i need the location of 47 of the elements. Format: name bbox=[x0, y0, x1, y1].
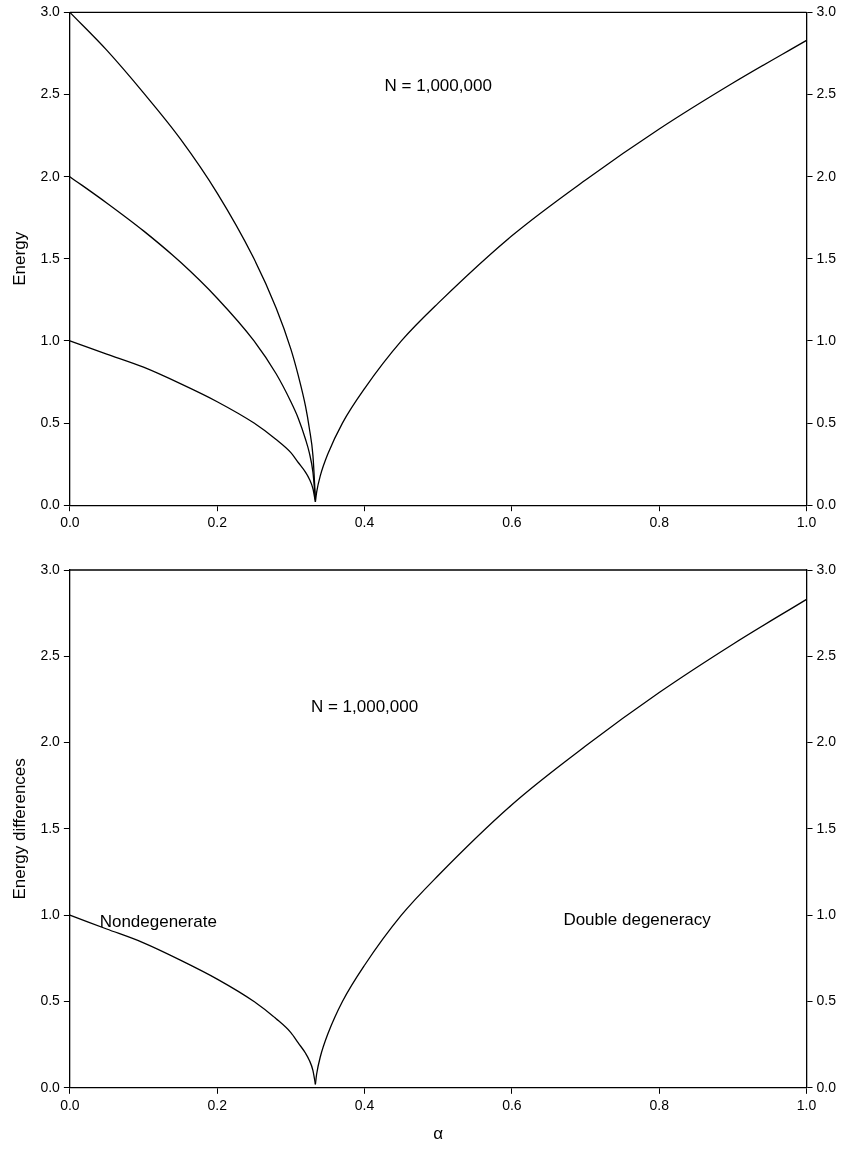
y-tick-label: 1.0 bbox=[40, 331, 61, 348]
y2-tick-label: 1.0 bbox=[816, 906, 837, 923]
y-axis-title: Energy differences bbox=[9, 758, 29, 900]
y-tick-label: 3.0 bbox=[40, 560, 61, 577]
x-tick-label: 0.0 bbox=[60, 514, 80, 531]
y2-tick-label: 2.0 bbox=[816, 733, 837, 750]
annotation: Nondegenerate bbox=[99, 911, 217, 931]
y-tick-label: 0.5 bbox=[40, 992, 61, 1009]
y2-tick-label: 0.5 bbox=[816, 992, 837, 1009]
y2-tick-label: 0.5 bbox=[816, 413, 837, 430]
y2-tick-label: 1.5 bbox=[816, 819, 837, 836]
y-tick-label: 0.0 bbox=[40, 1078, 61, 1095]
y2-tick-label: 3.0 bbox=[816, 3, 837, 20]
y-axis-title: Energy bbox=[9, 231, 29, 286]
annotation: N = 1,000,000 bbox=[384, 76, 492, 96]
x-tick-label: 0.8 bbox=[649, 514, 670, 531]
x-tick-label: 0.4 bbox=[354, 1097, 375, 1114]
x-tick-label: 0.0 bbox=[60, 1097, 80, 1114]
x-tick-label: 0.6 bbox=[502, 1097, 522, 1114]
x-tick-label: 0.8 bbox=[649, 1097, 670, 1114]
annotation: N = 1,000,000 bbox=[310, 696, 419, 716]
y-tick-label: 0.0 bbox=[40, 496, 61, 513]
y-tick-label: 3.0 bbox=[40, 3, 61, 20]
y-tick-label: 1.0 bbox=[40, 906, 61, 923]
y-tick-label: 1.5 bbox=[40, 249, 61, 266]
x-axis-title: α bbox=[433, 1124, 444, 1144]
y2-tick-label: 3.0 bbox=[816, 560, 837, 577]
y-tick-label: 2.0 bbox=[40, 733, 61, 750]
y2-tick-label: 1.5 bbox=[816, 249, 837, 266]
y-tick-label: 2.5 bbox=[40, 85, 61, 102]
x-tick-label: 1.0 bbox=[796, 1097, 817, 1114]
y-tick-label: 2.5 bbox=[40, 647, 61, 664]
y2-tick-label: 1.0 bbox=[816, 331, 837, 348]
annotation: Double degeneracy bbox=[563, 910, 712, 930]
x-tick-label: 1.0 bbox=[796, 514, 817, 531]
y-tick-label: 2.0 bbox=[40, 167, 61, 184]
x-tick-label: 0.6 bbox=[502, 514, 522, 531]
y2-tick-label: 2.5 bbox=[816, 85, 837, 102]
y-tick-label: 1.5 bbox=[40, 819, 61, 836]
x-tick-label: 0.4 bbox=[354, 514, 375, 531]
y2-tick-label: 2.0 bbox=[816, 167, 837, 184]
y-tick-label: 0.5 bbox=[40, 413, 61, 430]
y2-tick-label: 0.0 bbox=[816, 496, 837, 513]
x-tick-label: 0.2 bbox=[207, 514, 228, 531]
y2-tick-label: 2.5 bbox=[816, 647, 837, 664]
y2-tick-label: 0.0 bbox=[816, 1078, 837, 1095]
x-tick-label: 0.2 bbox=[207, 1097, 228, 1114]
